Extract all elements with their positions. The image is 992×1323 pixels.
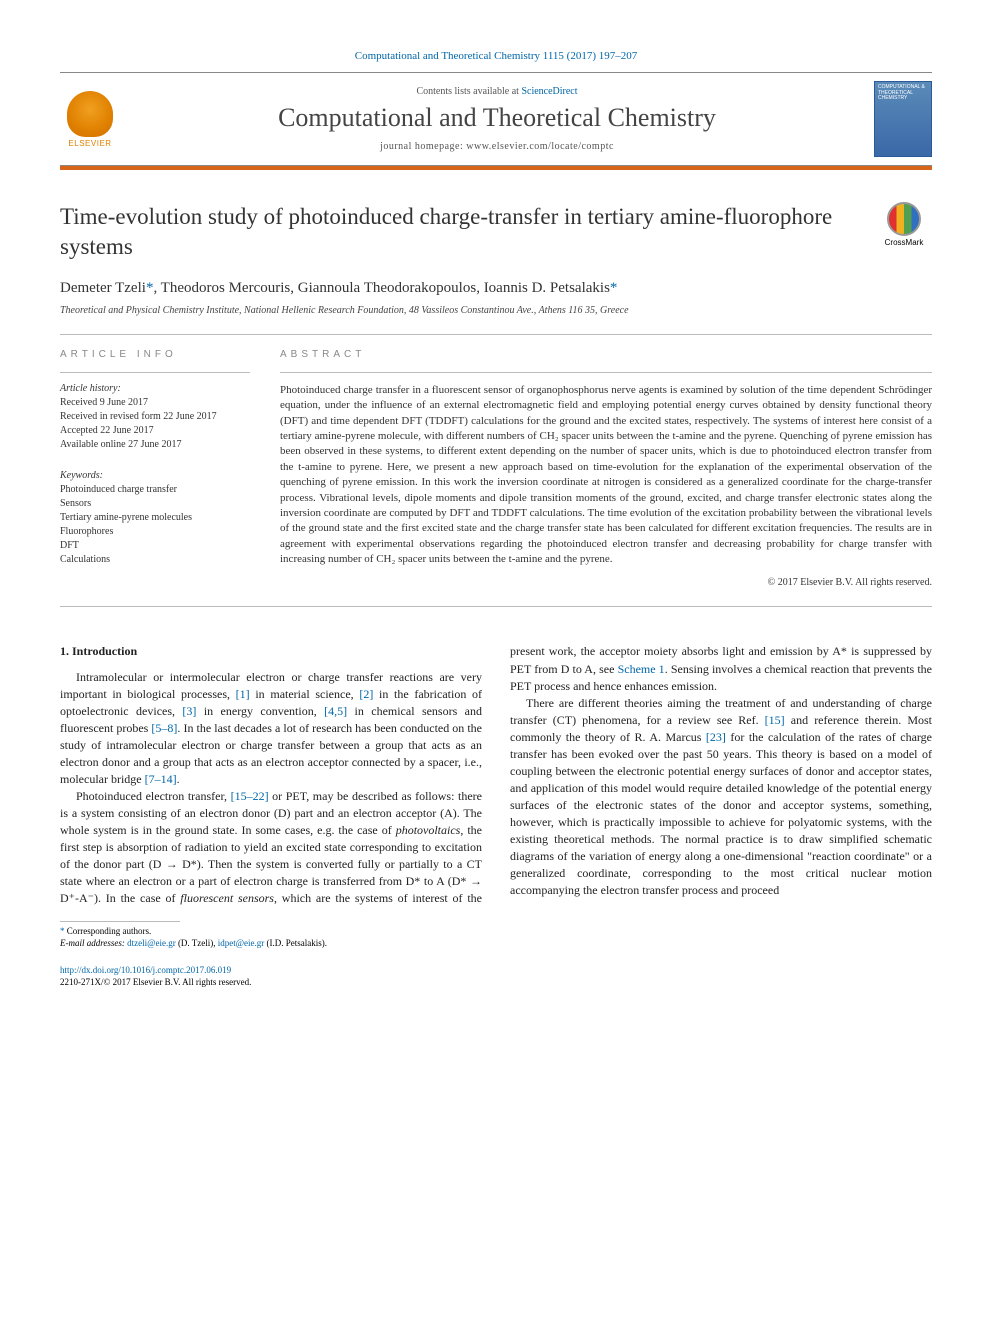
masthead-center: Contents lists available at ScienceDirec… (134, 86, 860, 152)
email-who: (D. Tzeli), (176, 938, 218, 948)
email-label: E-mail addresses: (60, 938, 125, 948)
title-row: Time-evolution study of photoinduced cha… (60, 202, 932, 262)
email-link[interactable]: dtzeli@eie.gr (127, 938, 176, 948)
article-title: Time-evolution study of photoinduced cha… (60, 202, 856, 262)
journal-cover-thumbnail[interactable]: COMPUTATIONAL & THEORETICAL CHEMISTRY (874, 81, 932, 157)
journal-name: Computational and Theoretical Chemistry (134, 103, 860, 133)
issn-copyright: 2210-271X/© 2017 Elsevier B.V. All right… (60, 977, 932, 989)
keyword: Calculations (60, 553, 250, 567)
text-run: Photoinduced electron transfer, (76, 789, 231, 803)
body-two-column: 1. Introduction Intramolecular or interm… (60, 643, 932, 906)
crossmark-label: CrossMark (885, 238, 924, 247)
text-run: in material science, (250, 687, 360, 701)
contents-prefix: Contents lists available at (416, 86, 521, 97)
accent-bar (60, 166, 932, 170)
keyword: DFT (60, 539, 250, 553)
info-abstract-row: ARTICLE INFO Article history: Received 9… (60, 349, 932, 589)
affiliation: Theoretical and Physical Chemistry Insti… (60, 305, 932, 316)
page-root: Computational and Theoretical Chemistry … (0, 0, 992, 1029)
email-footnote: E-mail addresses: dtzeli@eie.gr (D. Tzel… (60, 938, 932, 950)
elsevier-logo[interactable]: ELSEVIER (60, 84, 120, 154)
ref-link[interactable]: [15] (765, 713, 785, 727)
ref-link[interactable]: [5–8] (151, 721, 177, 735)
ref-link[interactable]: [15–22] (231, 789, 269, 803)
divider (280, 372, 932, 373)
history-accepted: Accepted 22 June 2017 (60, 424, 250, 438)
ref-link[interactable]: [2] (359, 687, 373, 701)
ref-link[interactable]: [4,5] (324, 704, 347, 718)
sciencedirect-link[interactable]: ScienceDirect (521, 86, 577, 97)
author-2: Theodoros Mercouris (161, 280, 291, 296)
footnote-rule (60, 921, 180, 922)
corr-label: Corresponding authors. (67, 926, 152, 936)
scheme-link[interactable]: Scheme 1 (618, 662, 665, 676)
keywords-label: Keywords: (60, 470, 250, 481)
corr-mark: * (610, 280, 618, 296)
history-revised: Received in revised form 22 June 2017 (60, 410, 250, 424)
divider (60, 372, 250, 373)
email-who: (I.D. Petsalakis). (264, 938, 327, 948)
text-run: for the calculation of the rates of char… (510, 730, 932, 897)
email-link[interactable]: idpet@eie.gr (218, 938, 265, 948)
crossmark-badge[interactable]: CrossMark (876, 202, 932, 247)
author-3: Giannoula Theodorakopoulos (298, 280, 476, 296)
text-run: in energy convention, (196, 704, 324, 718)
body-paragraph: Intramolecular or intermolecular electro… (60, 669, 482, 788)
authors-line: Demeter Tzeli *, Theodoros Mercouris, Gia… (60, 280, 932, 297)
abstract-text: Photoinduced charge transfer in a fluore… (280, 383, 932, 568)
corresponding-footnote: * Corresponding authors. (60, 926, 932, 938)
sep: , (476, 280, 484, 296)
masthead: ELSEVIER Contents lists available at Sci… (60, 72, 932, 166)
divider (60, 334, 932, 335)
text-run: . (177, 772, 180, 786)
journal-homepage[interactable]: journal homepage: www.elsevier.com/locat… (134, 141, 860, 152)
history-received: Received 9 June 2017 (60, 396, 250, 410)
keyword: Photoinduced charge transfer (60, 483, 250, 497)
corr-star-icon: * (60, 926, 65, 936)
abstract-column: ABSTRACT Photoinduced charge transfer in… (280, 349, 932, 589)
history-label: Article history: (60, 383, 250, 394)
history-online: Available online 27 June 2017 (60, 438, 250, 452)
footer-block: http://dx.doi.org/10.1016/j.comptc.2017.… (60, 965, 932, 988)
body-paragraph: There are different theories aiming the … (510, 695, 932, 899)
article-info-heading: ARTICLE INFO (60, 349, 250, 360)
elsevier-tree-icon (67, 91, 113, 137)
keyword: Fluorophores (60, 525, 250, 539)
ref-link[interactable]: [3] (182, 704, 196, 718)
keyword: Tertiary amine-pyrene molecules (60, 511, 250, 525)
ref-link[interactable]: [23] (706, 730, 726, 744)
author-1: Demeter Tzeli (60, 280, 146, 296)
crossmark-icon (887, 202, 921, 236)
abstract-copyright: © 2017 Elsevier B.V. All rights reserved… (280, 577, 932, 588)
doi-link[interactable]: http://dx.doi.org/10.1016/j.comptc.2017.… (60, 965, 231, 975)
keyword: Sensors (60, 497, 250, 511)
author-4: Ioannis D. Petsalakis (484, 280, 610, 296)
contents-lists-line: Contents lists available at ScienceDirec… (134, 86, 860, 97)
divider (60, 606, 932, 607)
article-info-column: ARTICLE INFO Article history: Received 9… (60, 349, 250, 589)
ref-link[interactable]: [7–14] (145, 772, 177, 786)
emphasis: fluorescent sensors (180, 891, 274, 905)
ref-link[interactable]: [1] (236, 687, 250, 701)
abstract-heading: ABSTRACT (280, 349, 932, 360)
emphasis: photovoltaics (396, 823, 461, 837)
sep: , (290, 280, 298, 296)
citation-line: Computational and Theoretical Chemistry … (60, 50, 932, 62)
section-heading-intro: 1. Introduction (60, 643, 482, 660)
sep: , (153, 280, 160, 296)
elsevier-wordmark: ELSEVIER (68, 139, 111, 148)
